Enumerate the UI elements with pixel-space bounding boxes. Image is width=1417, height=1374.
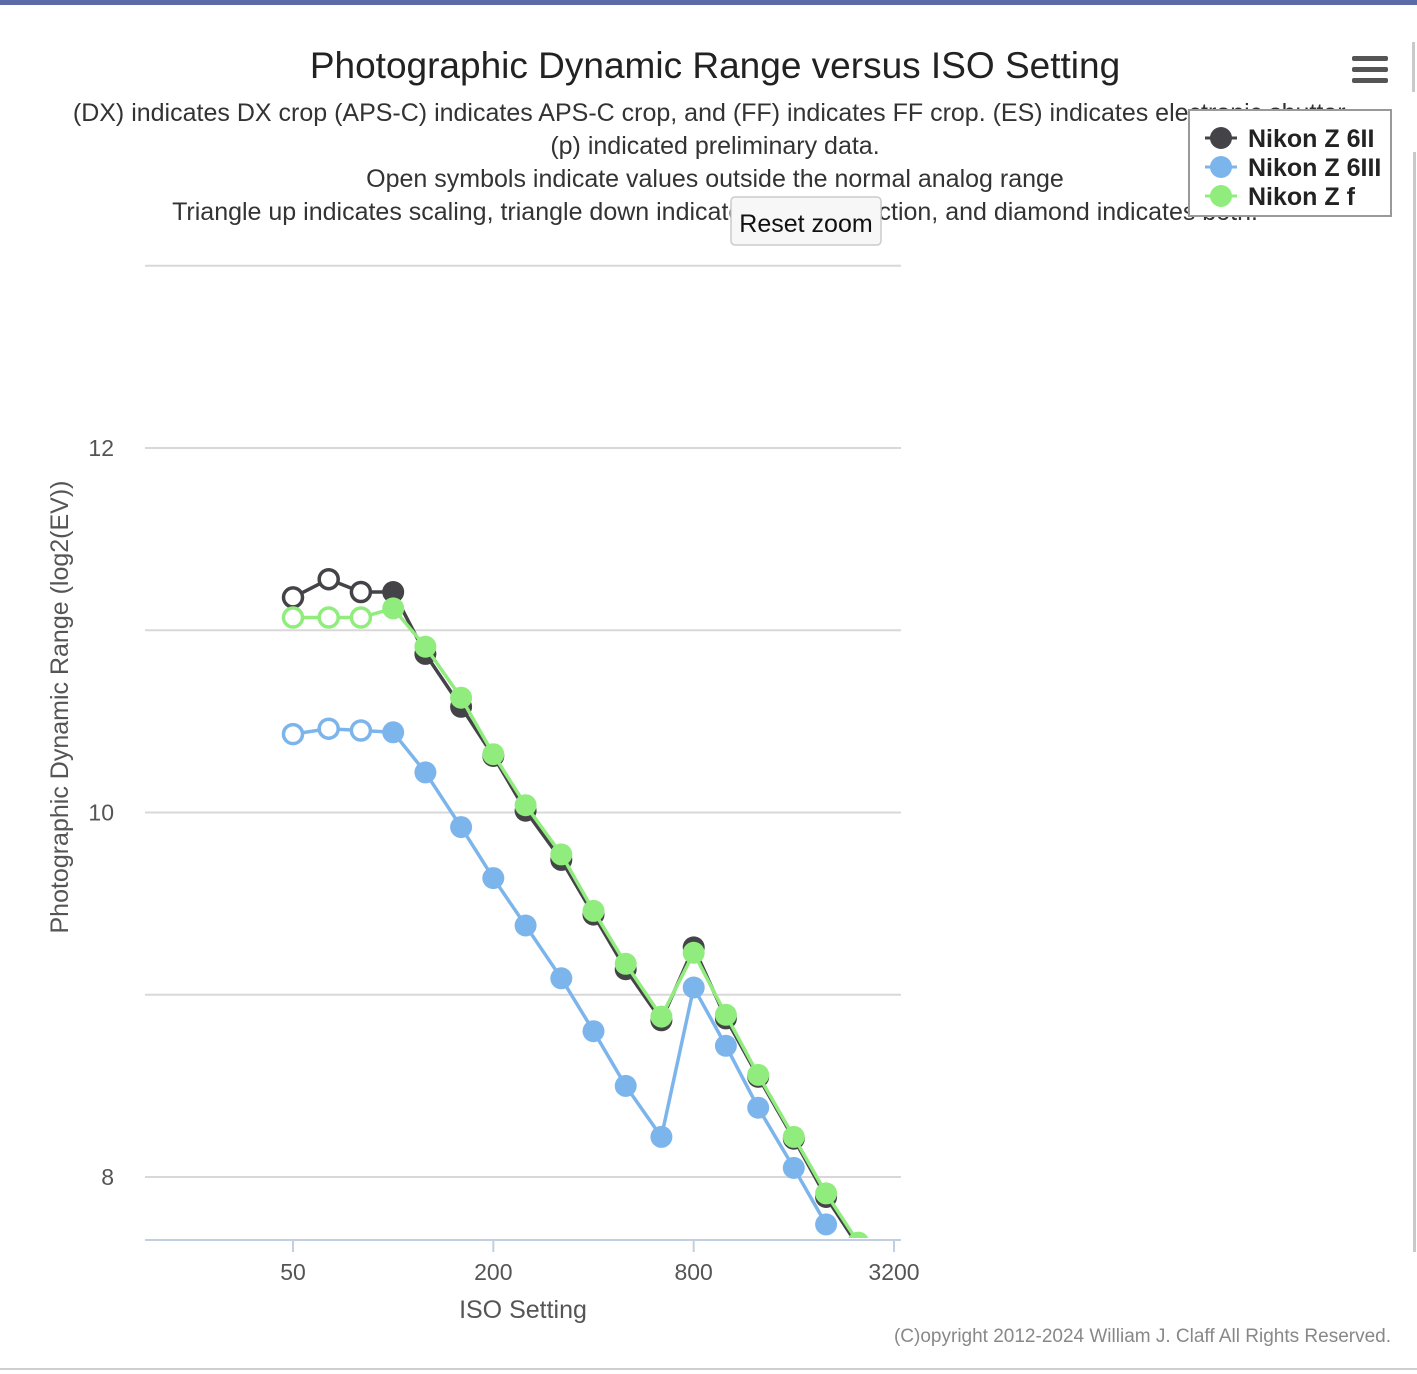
- right-edge-rule: [1413, 152, 1416, 1252]
- data-point[interactable]: [450, 686, 473, 709]
- data-point[interactable]: [847, 1235, 869, 1257]
- x-tick-label: 800: [674, 1259, 712, 1285]
- bottom-rule: [0, 1368, 1417, 1370]
- data-point[interactable]: [382, 597, 405, 620]
- legend-item-label[interactable]: Nikon Z 6III: [1248, 154, 1381, 182]
- plot-area: [281, 567, 869, 1257]
- y-tick-label: 10: [88, 800, 114, 826]
- x-tick-label: 200: [474, 1259, 512, 1285]
- data-point[interactable]: [650, 1005, 673, 1028]
- data-point[interactable]: [582, 899, 605, 922]
- data-point[interactable]: [349, 606, 373, 629]
- grid-layer: 8 10 12: [88, 264, 901, 1190]
- y-tick-label: 8: [101, 1164, 114, 1190]
- data-point[interactable]: [682, 941, 705, 964]
- data-point[interactable]: [550, 967, 573, 990]
- reset-zoom-label: Reset zoom: [739, 210, 872, 238]
- export-menu-icon[interactable]: [1344, 48, 1396, 92]
- data-point[interactable]: [747, 1096, 770, 1119]
- y-axis-title: Photographic Dynamic Range (log2(EV)): [46, 481, 74, 934]
- top-accent-bar: [0, 0, 1417, 5]
- data-point[interactable]: [382, 721, 405, 744]
- data-point[interactable]: [317, 567, 340, 591]
- data-point[interactable]: [582, 1020, 605, 1043]
- data-point[interactable]: [317, 606, 340, 629]
- data-point[interactable]: [281, 586, 305, 609]
- chart-subtitle-line: (DX) indicates DX crop (APS-C) indicates…: [73, 99, 1351, 127]
- data-point[interactable]: [682, 976, 705, 999]
- data-point[interactable]: [281, 722, 305, 746]
- data-point[interactable]: [714, 1003, 737, 1026]
- data-point[interactable]: [614, 1074, 637, 1097]
- data-point[interactable]: [349, 719, 373, 742]
- legend-item-label[interactable]: Nikon Z 6II: [1248, 125, 1374, 153]
- x-axis: 50 200 800 3200: [145, 1239, 920, 1285]
- data-point[interactable]: [614, 952, 637, 975]
- series-line: [292, 577, 855, 1238]
- data-point[interactable]: [815, 1213, 838, 1236]
- data-point[interactable]: [514, 914, 537, 937]
- data-point[interactable]: [482, 743, 505, 766]
- data-point[interactable]: [514, 794, 537, 817]
- chart-title: Photographic Dynamic Range versus ISO Se…: [310, 45, 1120, 86]
- right-edge-rule: [1412, 42, 1415, 92]
- x-tick-label: 50: [280, 1259, 306, 1285]
- x-tick-label: 3200: [868, 1259, 919, 1285]
- data-point[interactable]: [450, 816, 473, 839]
- data-point[interactable]: [815, 1182, 838, 1205]
- legend-marker: [1210, 156, 1232, 178]
- data-point[interactable]: [782, 1156, 805, 1179]
- data-point[interactable]: [414, 635, 437, 658]
- data-point[interactable]: [714, 1034, 737, 1057]
- data-point[interactable]: [281, 606, 305, 629]
- data-point[interactable]: [349, 580, 373, 604]
- data-point[interactable]: [414, 761, 437, 784]
- chart-subtitle-line: (p) indicated preliminary data.: [550, 132, 879, 160]
- data-point[interactable]: [382, 581, 405, 603]
- y-tick-label: 12: [88, 435, 114, 461]
- legend-item-label[interactable]: Nikon Z f: [1248, 183, 1356, 211]
- x-axis-title: ISO Setting: [459, 1296, 587, 1324]
- data-point[interactable]: [317, 717, 340, 740]
- chart-subtitle-line: Open symbols indicate values outside the…: [366, 165, 1064, 193]
- legend-marker: [1210, 185, 1232, 207]
- data-point[interactable]: [847, 1231, 869, 1254]
- data-point[interactable]: [482, 867, 505, 890]
- series-line: [293, 606, 858, 1238]
- legend-marker: [1210, 127, 1232, 149]
- data-point[interactable]: [650, 1125, 673, 1148]
- data-point[interactable]: [782, 1125, 805, 1148]
- data-point[interactable]: [550, 843, 573, 866]
- data-point[interactable]: [747, 1063, 770, 1086]
- copyright-credit: (C)opyright 2012-2024 William J. Claff A…: [894, 1326, 1391, 1347]
- chart-subtitle-line: Triangle up indicates scaling, triangle …: [172, 198, 1258, 226]
- reset-zoom-button[interactable]: Reset zoom: [730, 196, 882, 246]
